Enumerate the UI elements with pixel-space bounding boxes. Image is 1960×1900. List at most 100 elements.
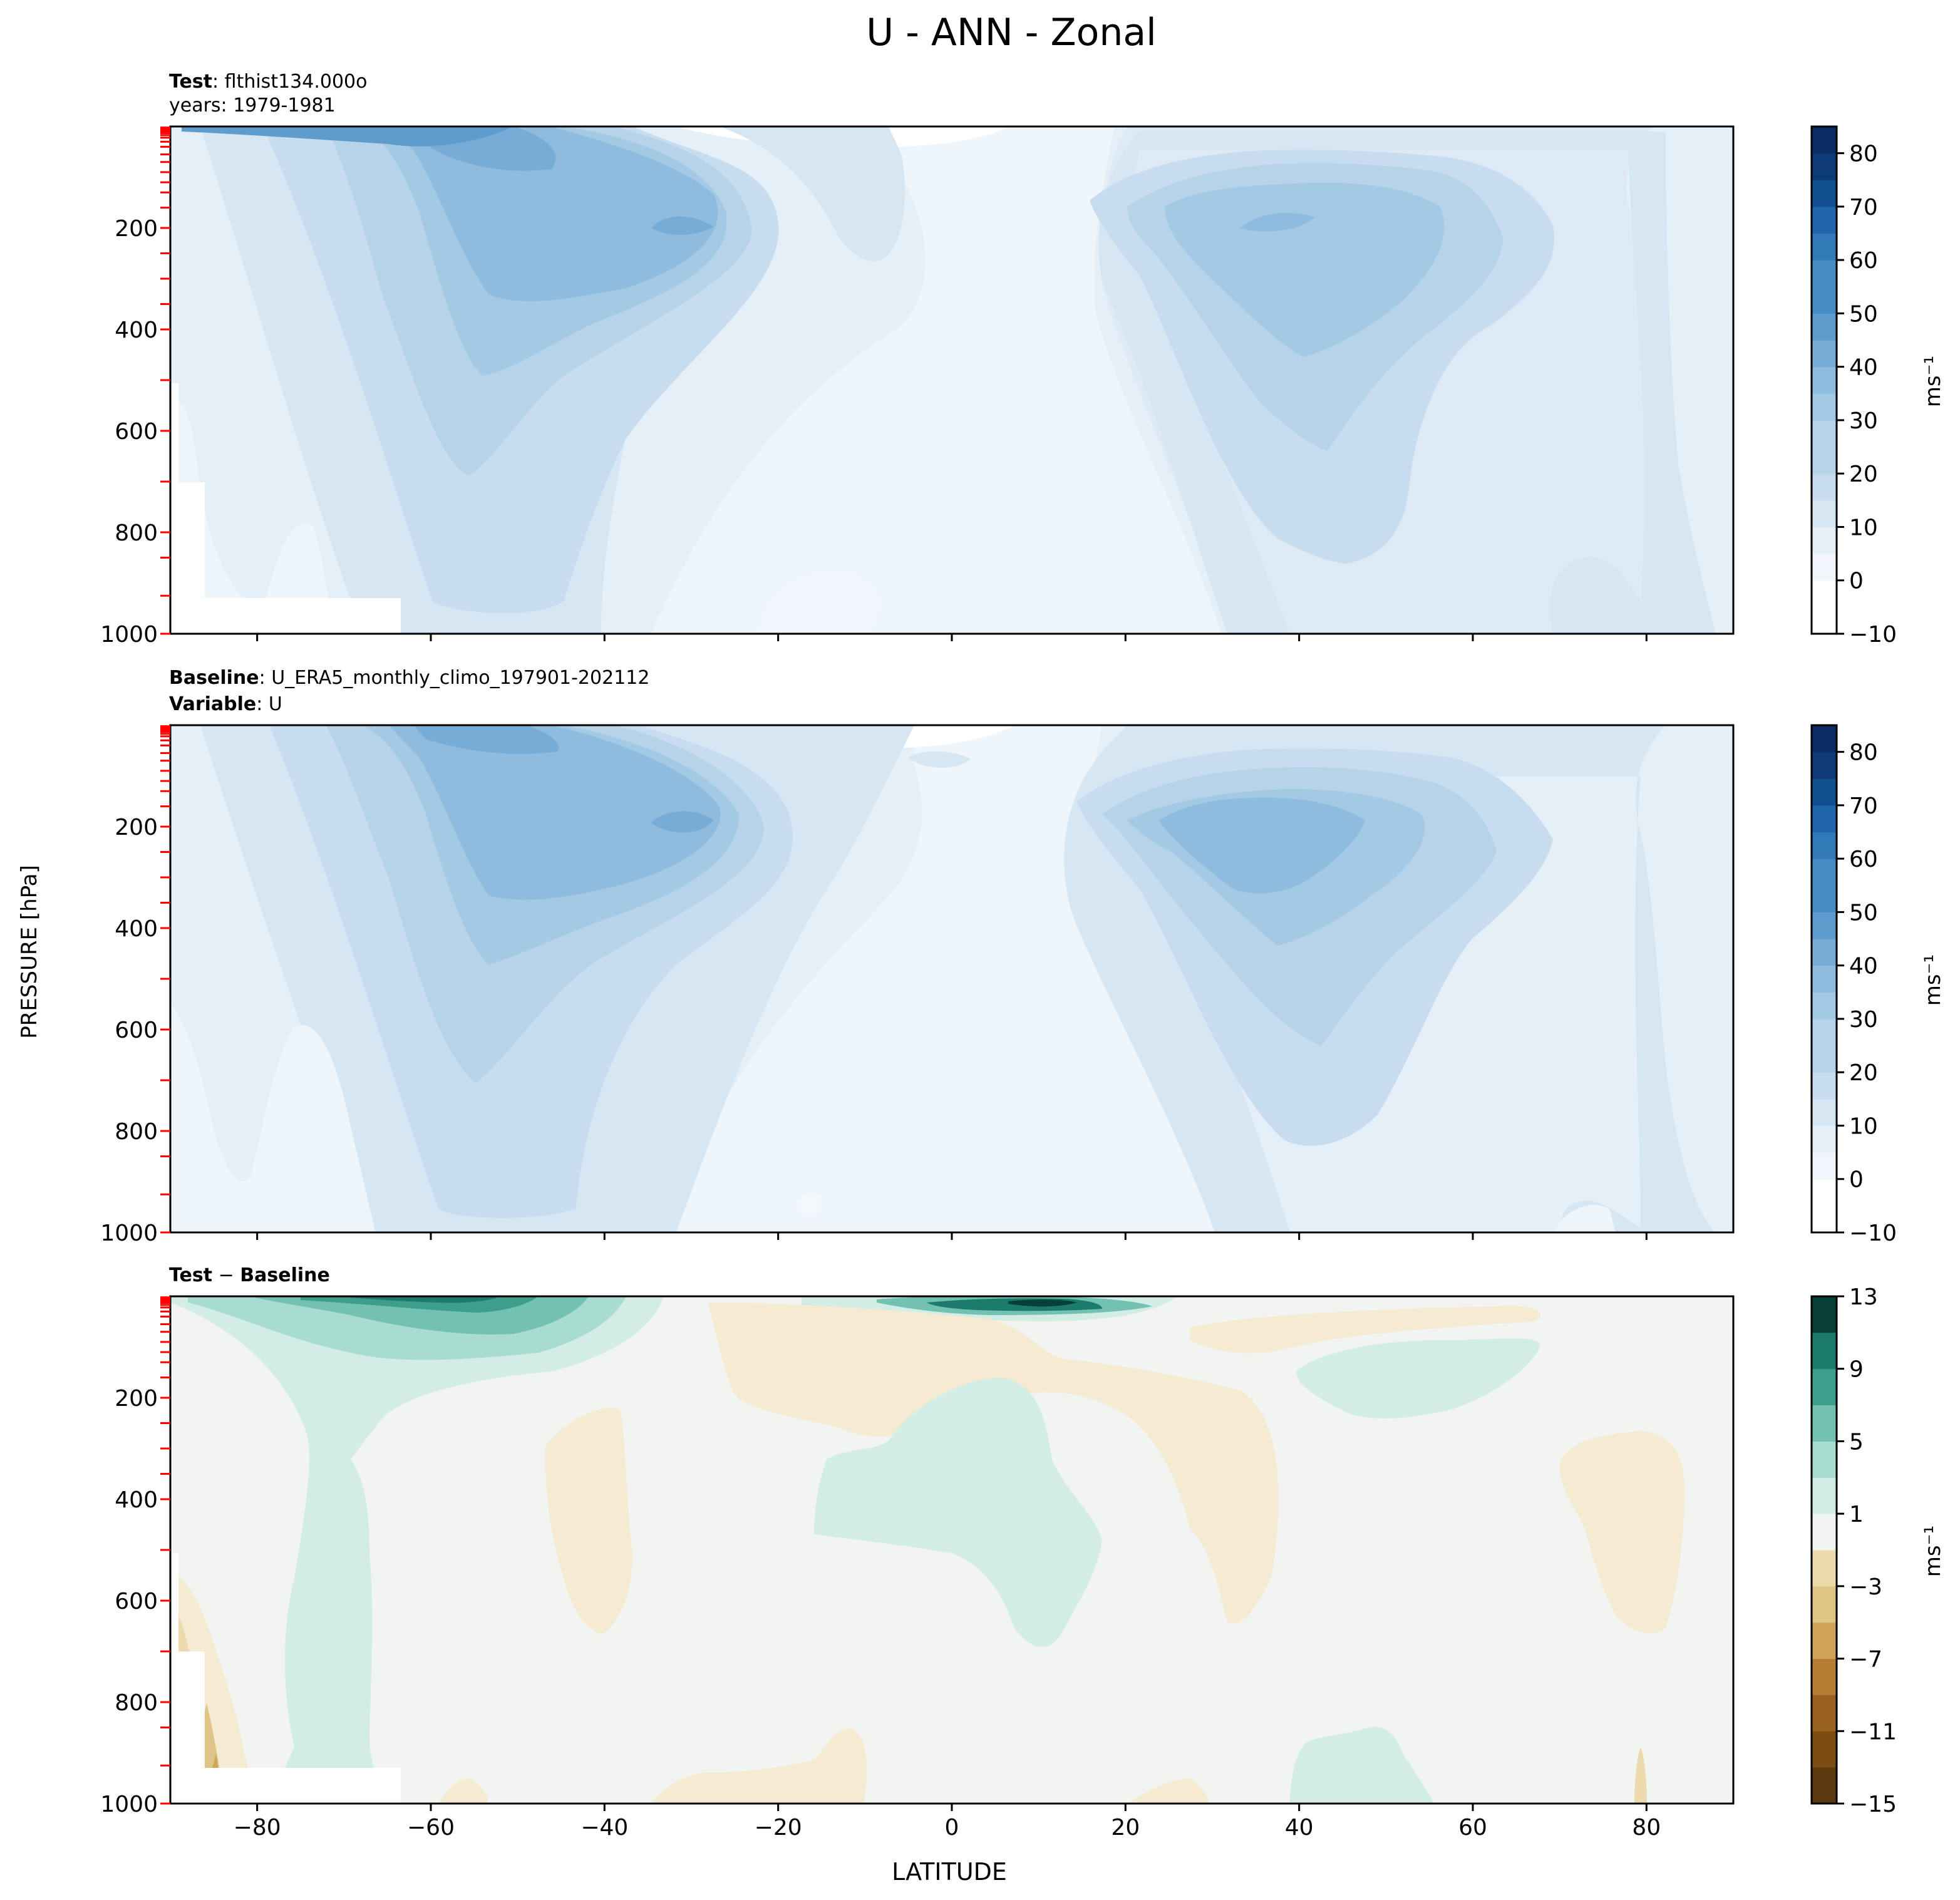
colorbar-swatch	[1812, 1658, 1837, 1695]
colorbar-swatch	[1812, 939, 1837, 966]
contour-diff-neg-sh	[545, 1408, 632, 1634]
colorbar-swatch	[1812, 1514, 1837, 1551]
contour-diff-neg-nh-hi	[1559, 1431, 1684, 1634]
colorbar-tick-label: 70	[1849, 195, 1878, 220]
colorbar-test: −10 0 10 20 30 40 50 60 70 80	[1810, 125, 1897, 648]
contour-diff-neg-sfc-2	[1127, 1779, 1209, 1804]
contour-diff-neg-sfc-3	[438, 1779, 488, 1804]
colorbar-diff-label: ms⁻¹	[1921, 1526, 1946, 1577]
y-tick-label: 400	[115, 916, 158, 942]
x-axis-label: LATITUDE	[892, 1858, 1007, 1886]
panel-variable-value: : U	[256, 693, 282, 715]
x-tick-label: 20	[1111, 1815, 1140, 1841]
contour-base-nh-10	[1064, 725, 1716, 1232]
colorbar-swatch	[1812, 527, 1837, 554]
svg-text:Test: flthist134.000o: Test: flthist134.000o	[169, 71, 368, 93]
y-tick-label: 400	[115, 1487, 158, 1513]
y-tick-label: 200	[115, 216, 158, 242]
svg-text:Test − Baseline: Test − Baseline	[169, 1264, 330, 1286]
x-tick-label: −40	[580, 1815, 628, 1841]
y-tick-label: 200	[115, 815, 158, 840]
contour-test-sfc-trop	[758, 570, 883, 634]
contour-diff-pos-nh	[1296, 1338, 1540, 1418]
colorbar-frame	[1810, 1295, 1838, 1805]
panel-diff-minus: −	[212, 1264, 240, 1286]
colorbar-swatch	[1812, 286, 1837, 314]
y-tick-label: 800	[115, 1119, 158, 1145]
diff-missing-mask	[170, 1553, 401, 1804]
colorbar-tick-label: 20	[1849, 462, 1878, 487]
colorbar-swatch	[1812, 1767, 1837, 1804]
colorbar-swatch	[1812, 607, 1837, 634]
panel-test-years: years: 1979-1981	[169, 95, 336, 116]
y-tick-label: 1000	[100, 1792, 158, 1817]
colorbar-swatch	[1812, 992, 1837, 1020]
panel-test-case: : flthist134.000o	[212, 71, 367, 93]
colorbar-diff: −15 −11 −7 −3 1 5 9 13	[1810, 1284, 1897, 1817]
panel-baseline-label: Baseline	[169, 667, 259, 689]
colorbar-swatch	[1812, 1695, 1837, 1732]
colorbar-tick-label: 0	[1849, 569, 1864, 594]
colorbar-tick-label: 10	[1849, 515, 1878, 540]
contour-diff-neg-up-2	[1190, 1306, 1540, 1353]
colorbar-swatch	[1812, 859, 1837, 886]
contour-test-nh-10	[1098, 132, 1716, 634]
colorbar-tick-label: 50	[1849, 301, 1878, 327]
y-tick-label: 1000	[100, 622, 158, 648]
colorbar-swatch	[1812, 420, 1837, 448]
panel-diff-header: Test − Baseline	[169, 1264, 330, 1286]
colorbar-tick-label: 9	[1849, 1357, 1864, 1383]
y-tick-label: 600	[115, 419, 158, 445]
x-tick-label: 40	[1285, 1815, 1314, 1841]
colorbar-swatch	[1812, 473, 1837, 501]
colorbar-swatch	[1812, 1125, 1837, 1153]
colorbar-tick-label: 5	[1849, 1429, 1864, 1455]
colorbar-swatch	[1812, 447, 1837, 474]
model-level-markers	[160, 126, 170, 1805]
colorbar-tick-label: 40	[1849, 355, 1878, 381]
contour-diff-neg-sfc-4	[1634, 1747, 1647, 1804]
colorbar-swatch	[1812, 1550, 1837, 1587]
test-missing-mask	[170, 383, 401, 634]
colorbar-swatch	[1812, 1018, 1837, 1046]
colorbar-tick-label: 0	[1849, 1167, 1864, 1193]
colorbar-swatch	[1812, 1441, 1837, 1478]
colorbar-baseline-label: ms⁻¹	[1921, 954, 1946, 1006]
colorbar-swatch	[1812, 260, 1837, 287]
y-axis-label: PRESSURE [hPa]	[17, 865, 42, 1038]
colorbar-tick-label: 13	[1849, 1284, 1878, 1310]
x-tick-label: −80	[234, 1815, 281, 1841]
colorbar-baseline: −10 0 10 20 30 40 50 60 70 80	[1810, 724, 1897, 1246]
colorbar-swatch	[1812, 1098, 1837, 1126]
contour-diff-pos-eq-11	[1008, 1299, 1077, 1307]
colorbar-swatch	[1812, 1731, 1837, 1768]
colorbar-swatch	[1812, 1368, 1837, 1406]
y-tick-label: 600	[115, 1018, 158, 1043]
contour-test-sh-upper	[182, 126, 513, 147]
colorbar-tick-label: 80	[1849, 740, 1878, 766]
colorbar-frame	[1810, 724, 1838, 1234]
svg-text:Variable: U: Variable: U	[169, 693, 282, 715]
colorbar-swatch	[1812, 1586, 1837, 1623]
contour-diff-neg-sfc-1	[651, 1728, 867, 1804]
colorbar-swatch	[1812, 725, 1837, 753]
contour-base-sh-30	[388, 725, 721, 900]
colorbar-swatch	[1812, 206, 1837, 234]
panel-baseline-case: : U_ERA5_monthly_climo_197901-202112	[259, 667, 650, 689]
contour-base-sfc-blob2	[1553, 1205, 1616, 1232]
contour-diff-pos-sh-band	[170, 1296, 664, 1804]
y-tick-label: 1000	[100, 1221, 158, 1246]
colorbar-swatch	[1812, 233, 1837, 261]
colorbar-swatch	[1812, 1045, 1837, 1073]
y-tick-label: 800	[115, 1690, 158, 1716]
contour-test-low-sh	[170, 403, 338, 634]
panel-diff-plot	[170, 1296, 1733, 1804]
colorbar-swatch	[1812, 1332, 1837, 1370]
colorbar-tick-label: 70	[1849, 793, 1878, 819]
colorbar-swatch	[1812, 1072, 1837, 1100]
panel-diff-baseline: Baseline	[240, 1264, 330, 1286]
colorbar-swatch	[1812, 313, 1837, 341]
colorbar-swatch	[1812, 832, 1837, 859]
contour-test-nh-25	[1165, 182, 1445, 357]
